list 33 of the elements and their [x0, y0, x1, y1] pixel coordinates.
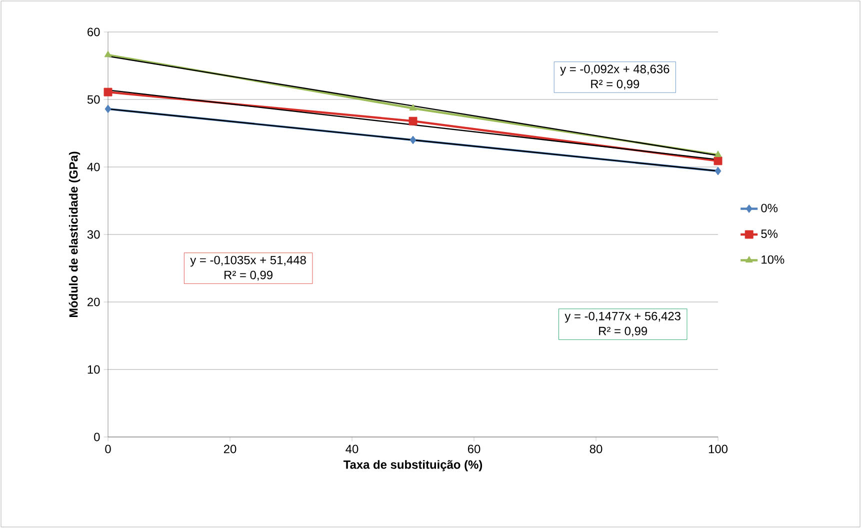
point: [409, 104, 417, 111]
y-tick-label: 0: [94, 432, 100, 442]
point: [410, 136, 416, 144]
point: [408, 116, 418, 126]
x-tick-label: 100: [708, 444, 728, 454]
annotation: y = -0,1035x + 51,448: [190, 256, 306, 267]
annotation: R² = 0,99: [599, 326, 648, 337]
point: [104, 50, 112, 58]
point: [714, 166, 722, 176]
point: [714, 150, 722, 158]
y-tick-label: 40: [87, 162, 100, 172]
x-tick-label: 0: [105, 444, 111, 454]
y-tick-label: 30: [87, 230, 100, 239]
point: [104, 88, 112, 96]
x-tick-label: 60: [468, 444, 480, 454]
y-tick-label: 10: [88, 365, 100, 374]
legend-label: 5%: [761, 230, 778, 238]
annotation: y = -0,1477x + 56,423: [564, 312, 680, 323]
y-tick-label: 60: [88, 28, 100, 36]
x-axis-title: Taxa de substituição (%): [344, 460, 482, 472]
y-tick-label: 50: [87, 95, 100, 104]
point: [104, 104, 112, 114]
legend-label: 0%: [761, 204, 778, 212]
y-tick-label: 20: [88, 298, 100, 306]
legend-label: 10%: [762, 255, 784, 264]
x-tick-label: 20: [224, 444, 236, 454]
x-tick-label: 80: [590, 444, 602, 454]
annotation: y = -0,092x + 48,636: [560, 64, 670, 76]
annotation: R² = 0,99: [224, 270, 272, 281]
point: [714, 156, 722, 166]
y-axis-title: Módulo de elasticidade (GPa): [68, 152, 80, 318]
annotation: R² = 0,99: [591, 80, 640, 90]
x-tick-label: 40: [346, 444, 358, 454]
